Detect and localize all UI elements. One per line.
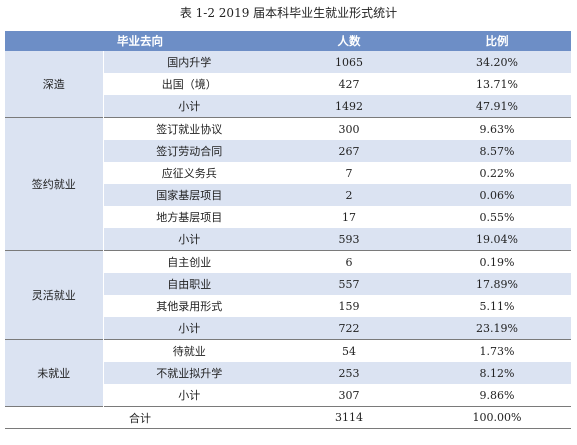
row-ratio: 0.55% xyxy=(423,206,571,228)
table-row: 出国（境） 427 13.71% xyxy=(5,73,571,95)
row-count: 557 xyxy=(275,273,423,295)
row-count: 6 xyxy=(275,250,423,273)
header-destination: 毕业去向 xyxy=(5,31,275,51)
row-item: 小计 xyxy=(103,95,275,118)
total-count: 3114 xyxy=(275,406,423,429)
table-row: 国家基层项目 2 0.06% xyxy=(5,184,571,206)
table-caption: 表 1-2 2019 届本科毕业生就业形式统计 xyxy=(179,6,398,20)
row-count: 253 xyxy=(275,362,423,384)
table-row-subtotal: 小计 307 9.86% xyxy=(5,384,571,407)
row-count: 300 xyxy=(275,117,423,140)
row-count: 17 xyxy=(275,206,423,228)
table-row-subtotal: 小计 1492 47.91% xyxy=(5,95,571,118)
header-count: 人数 xyxy=(275,31,423,51)
row-item: 签订劳动合同 xyxy=(103,140,275,162)
row-item: 国家基层项目 xyxy=(103,184,275,206)
row-count: 267 xyxy=(275,140,423,162)
row-count: 593 xyxy=(275,228,423,251)
row-item: 地方基层项目 xyxy=(103,206,275,228)
group-label-contract: 签约就业 xyxy=(5,117,104,251)
row-ratio: 47.91% xyxy=(423,95,571,118)
row-count: 7 xyxy=(275,162,423,184)
table-row: 地方基层项目 17 0.55% xyxy=(5,206,571,228)
table-row: 应征义务兵 7 0.22% xyxy=(5,162,571,184)
row-count: 307 xyxy=(275,384,423,407)
group-label-flexible: 灵活就业 xyxy=(5,250,104,340)
table-row: 其他录用形式 159 5.11% xyxy=(5,295,571,317)
row-ratio: 34.20% xyxy=(423,51,571,73)
row-item: 应征义务兵 xyxy=(103,162,275,184)
table-row-subtotal: 小计 722 23.19% xyxy=(5,317,571,340)
row-ratio: 0.19% xyxy=(423,250,571,273)
row-item: 小计 xyxy=(103,317,275,340)
table-row-total: 合计 3114 100.00% xyxy=(5,406,571,429)
row-ratio: 17.89% xyxy=(423,273,571,295)
row-ratio: 9.63% xyxy=(423,117,571,140)
table-row: 未就业 待就业 54 1.73% xyxy=(5,339,571,407)
table-row: 签订劳动合同 267 8.57% xyxy=(5,140,571,162)
row-count: 1065 xyxy=(275,51,423,73)
row-count: 722 xyxy=(275,317,423,340)
row-ratio: 0.22% xyxy=(423,162,571,184)
row-ratio: 5.11% xyxy=(423,295,571,317)
row-ratio: 8.57% xyxy=(423,140,571,162)
header-row: 毕业去向 人数 比例 xyxy=(5,31,571,51)
employment-table: 毕业去向 人数 比例 深造 国内升学 1065 34.20% 出国（境） 427… xyxy=(5,31,571,429)
row-item: 签订就业协议 xyxy=(103,117,275,140)
table-row: 灵活就业 自主创业 6 0.19% xyxy=(5,250,571,340)
row-count: 1492 xyxy=(275,95,423,118)
row-item: 国内升学 xyxy=(103,51,275,73)
row-item: 不就业拟升学 xyxy=(103,362,275,384)
row-count: 2 xyxy=(275,184,423,206)
row-item: 待就业 xyxy=(103,339,275,362)
row-count: 159 xyxy=(275,295,423,317)
table-row: 不就业拟升学 253 8.12% xyxy=(5,362,571,384)
header-ratio: 比例 xyxy=(423,31,571,51)
row-ratio: 13.71% xyxy=(423,73,571,95)
row-item: 小计 xyxy=(103,384,275,407)
row-ratio: 0.06% xyxy=(423,184,571,206)
row-ratio: 1.73% xyxy=(423,339,571,362)
row-ratio: 23.19% xyxy=(423,317,571,340)
group-label-further-study: 深造 xyxy=(5,51,104,118)
table-row: 签约就业 签订就业协议 300 9.63% xyxy=(5,117,571,251)
table-row: 自由职业 557 17.89% xyxy=(5,273,571,295)
row-ratio: 9.86% xyxy=(423,384,571,407)
row-item: 自主创业 xyxy=(103,250,275,273)
row-item: 其他录用形式 xyxy=(103,295,275,317)
table-row: 深造 国内升学 1065 34.20% xyxy=(5,51,571,118)
row-ratio: 19.04% xyxy=(423,228,571,251)
group-label-unemployed: 未就业 xyxy=(5,339,104,407)
row-count: 54 xyxy=(275,339,423,362)
total-label: 合计 xyxy=(5,406,275,429)
total-ratio: 100.00% xyxy=(423,406,571,429)
row-item: 小计 xyxy=(103,228,275,251)
row-ratio: 8.12% xyxy=(423,362,571,384)
table-row-subtotal: 小计 593 19.04% xyxy=(5,228,571,251)
row-item: 自由职业 xyxy=(103,273,275,295)
row-item: 出国（境） xyxy=(103,73,275,95)
row-count: 427 xyxy=(275,73,423,95)
